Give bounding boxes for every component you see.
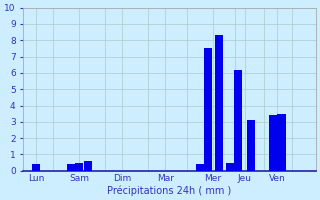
- Bar: [84, 161, 92, 171]
- Bar: [204, 48, 212, 171]
- Bar: [196, 164, 204, 171]
- Bar: [226, 163, 234, 171]
- Bar: [67, 164, 75, 171]
- Bar: [215, 35, 223, 171]
- Bar: [247, 120, 255, 171]
- Bar: [277, 114, 285, 171]
- X-axis label: Précipitations 24h ( mm ): Précipitations 24h ( mm ): [108, 185, 232, 196]
- Bar: [32, 164, 40, 171]
- Bar: [269, 115, 277, 171]
- Bar: [75, 163, 83, 171]
- Bar: [234, 70, 243, 171]
